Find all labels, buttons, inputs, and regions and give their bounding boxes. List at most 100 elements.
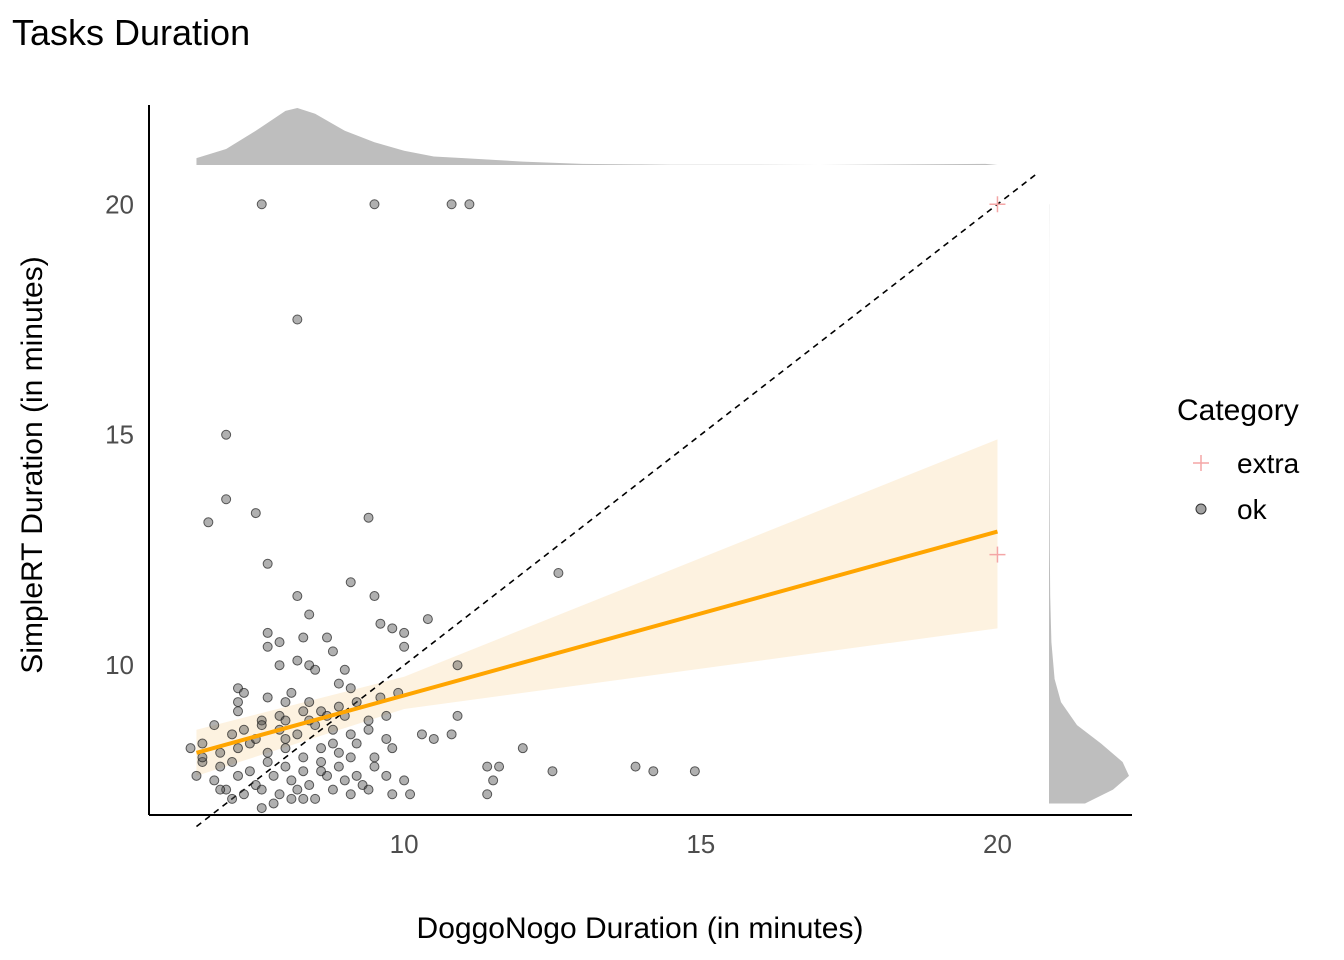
data-point-ok xyxy=(197,738,208,749)
y-tick-label: 10 xyxy=(105,650,134,680)
data-point-ok xyxy=(298,632,309,643)
data-point-ok xyxy=(399,641,410,652)
plot-area xyxy=(185,171,1040,828)
data-point-ok xyxy=(422,614,433,625)
data-point-ok xyxy=(399,627,410,638)
x-axis-ticks: 10 15 20 xyxy=(390,829,1012,859)
data-point-ok xyxy=(280,697,291,708)
data-point-ok xyxy=(333,678,344,689)
data-point-ok xyxy=(630,761,641,772)
data-point-ok xyxy=(482,761,493,772)
data-point-ok xyxy=(351,697,362,708)
data-point-ok xyxy=(262,627,273,638)
data-point-ok xyxy=(345,789,356,800)
data-point-ok xyxy=(250,508,261,519)
data-point-ok xyxy=(369,591,380,602)
data-points xyxy=(185,196,1006,814)
data-point-ok xyxy=(304,697,315,708)
data-point-ok xyxy=(233,743,243,754)
data-point-ok xyxy=(446,199,457,210)
data-point-ok xyxy=(327,784,338,795)
data-point-ok xyxy=(292,729,303,740)
data-point-ok xyxy=(262,756,273,767)
data-point-ok xyxy=(381,733,392,744)
data-point-ok xyxy=(256,199,267,210)
x-tick-label: 15 xyxy=(686,829,715,859)
data-point-ok xyxy=(274,789,285,800)
data-point-ok xyxy=(387,743,398,754)
data-point-ok xyxy=(262,747,273,758)
data-point-ok xyxy=(322,632,332,643)
data-point-ok xyxy=(256,720,267,731)
data-point-ok xyxy=(381,710,392,721)
data-point-ok xyxy=(363,715,374,726)
data-point-ok xyxy=(298,706,309,717)
marginal-x-area xyxy=(196,108,998,165)
data-point-ok xyxy=(345,683,356,694)
data-point-ok xyxy=(488,775,499,786)
data-point-ok xyxy=(494,761,505,772)
data-point-ok xyxy=(351,770,362,781)
y-tick-label: 15 xyxy=(105,420,134,450)
data-point-ok xyxy=(227,793,238,804)
x-tick-label: 10 xyxy=(390,829,419,859)
legend: Category extra ok xyxy=(1177,394,1300,525)
data-point-ok xyxy=(316,756,327,767)
data-point-ok xyxy=(310,793,321,804)
data-point-ok xyxy=(233,770,243,781)
data-point-ok xyxy=(268,798,279,809)
chart-title: Tasks Duration xyxy=(12,12,250,53)
identity-reference-line xyxy=(195,171,1040,828)
data-point-ok xyxy=(345,752,356,763)
data-point-ok xyxy=(280,743,291,754)
data-point-ok xyxy=(428,733,439,744)
marginal-y-area xyxy=(1049,204,1129,804)
legend-item-extra: extra xyxy=(1193,448,1300,479)
data-point-ok xyxy=(185,743,196,754)
data-point-ok xyxy=(452,710,463,721)
data-point-ok xyxy=(363,512,374,523)
regression-confidence-band xyxy=(196,439,998,776)
data-point-ok xyxy=(256,784,267,795)
data-point-ok xyxy=(304,780,315,791)
data-point-ok xyxy=(369,199,380,210)
data-point-ok xyxy=(292,655,303,666)
legend-title: Category xyxy=(1177,394,1299,427)
data-point-ok xyxy=(280,715,291,726)
data-point-extra xyxy=(989,196,1006,213)
legend-item-ok: ok xyxy=(1195,494,1268,525)
data-point-ok xyxy=(517,743,528,754)
data-point-ok xyxy=(238,724,249,735)
y-axis-ticks: 10 15 20 xyxy=(105,189,134,680)
data-point-ok xyxy=(316,743,327,754)
data-point-ok xyxy=(333,747,344,758)
marginal-x-density xyxy=(196,108,998,165)
data-point-ok xyxy=(268,770,279,781)
data-point-ok xyxy=(446,729,457,740)
data-point-ok xyxy=(280,733,291,744)
data-point-ok xyxy=(262,558,273,569)
data-point-ok xyxy=(256,803,267,814)
data-point-ok xyxy=(399,775,410,786)
data-point-ok xyxy=(363,784,374,795)
data-point-ok xyxy=(227,756,238,767)
y-axis-title: SimpleRT Duration (in minutes) xyxy=(16,256,49,673)
data-point-ok xyxy=(547,766,558,777)
data-point-ok xyxy=(405,789,416,800)
data-point-ok xyxy=(387,623,398,634)
data-point-ok xyxy=(203,517,214,528)
cross-marker-icon xyxy=(1193,455,1209,471)
data-point-ok xyxy=(339,775,350,786)
data-point-ok xyxy=(298,793,309,804)
data-point-ok xyxy=(482,789,493,800)
data-point-ok xyxy=(452,660,463,671)
data-point-ok xyxy=(292,314,303,325)
data-point-ok xyxy=(286,775,297,786)
data-point-ok xyxy=(327,738,338,749)
data-point-ok xyxy=(244,766,255,777)
data-point-ok xyxy=(286,793,297,804)
circle-marker-icon xyxy=(1195,503,1207,515)
legend-label-ok: ok xyxy=(1237,494,1268,525)
data-point-ok xyxy=(327,724,338,735)
data-point-ok xyxy=(221,494,232,505)
